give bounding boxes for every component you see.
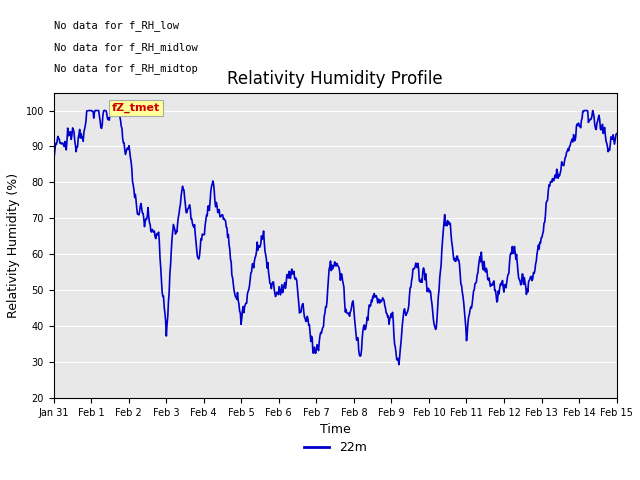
Legend: 22m: 22m [299,436,372,459]
Text: No data for f_RH_low: No data for f_RH_low [54,21,179,31]
Text: fZ_tmet: fZ_tmet [112,103,160,113]
Y-axis label: Relativity Humidity (%): Relativity Humidity (%) [7,173,20,318]
Text: No data for f_RH_midlow: No data for f_RH_midlow [54,42,197,53]
Title: Relativity Humidity Profile: Relativity Humidity Profile [227,70,443,88]
Text: No data for f_RH_midtop: No data for f_RH_midtop [54,63,197,74]
X-axis label: Time: Time [320,423,351,436]
